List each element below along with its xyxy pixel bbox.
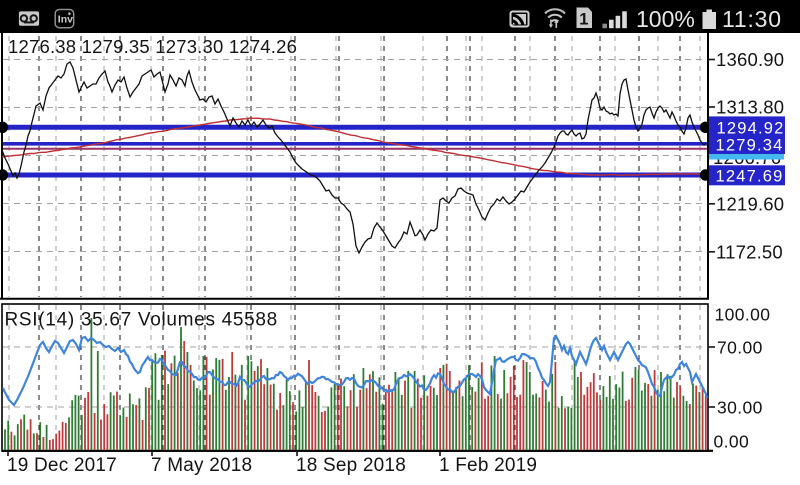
svg-text:1: 1 — [579, 10, 588, 28]
svg-text:1172.50: 1172.50 — [716, 242, 783, 263]
svg-text:Inv: Inv — [58, 14, 73, 26]
svg-text:0.00: 0.00 — [714, 431, 750, 451]
svg-text:70.00: 70.00 — [717, 337, 763, 357]
svg-text:30.00: 30.00 — [717, 397, 763, 417]
svg-text:1 Feb 2019: 1 Feb 2019 — [439, 455, 537, 476]
svg-text:100.00: 100.00 — [715, 304, 771, 324]
svg-text:1247.69: 1247.69 — [716, 168, 784, 186]
svg-text:1313.80: 1313.80 — [716, 97, 784, 118]
svg-text:1219.60: 1219.60 — [716, 194, 784, 215]
svg-text:18 Sep 2018: 18 Sep 2018 — [296, 455, 406, 476]
svg-text:1276.38 1279.35 1273.30 1274.2: 1276.38 1279.35 1273.30 1274.26 — [8, 36, 297, 57]
svg-text:1294.92: 1294.92 — [717, 119, 785, 137]
svg-text:11:30: 11:30 — [722, 6, 782, 32]
svg-text:100%: 100% — [636, 6, 695, 32]
svg-text:7 May 2018: 7 May 2018 — [151, 455, 252, 476]
svg-text:1279.34: 1279.34 — [716, 136, 784, 154]
svg-text:1360.90: 1360.90 — [716, 49, 784, 70]
svg-text:RSI(14) 35.67 Volumes 45588: RSI(14) 35.67 Volumes 45588 — [5, 310, 278, 331]
svg-text:19 Dec 2017: 19 Dec 2017 — [7, 455, 117, 476]
